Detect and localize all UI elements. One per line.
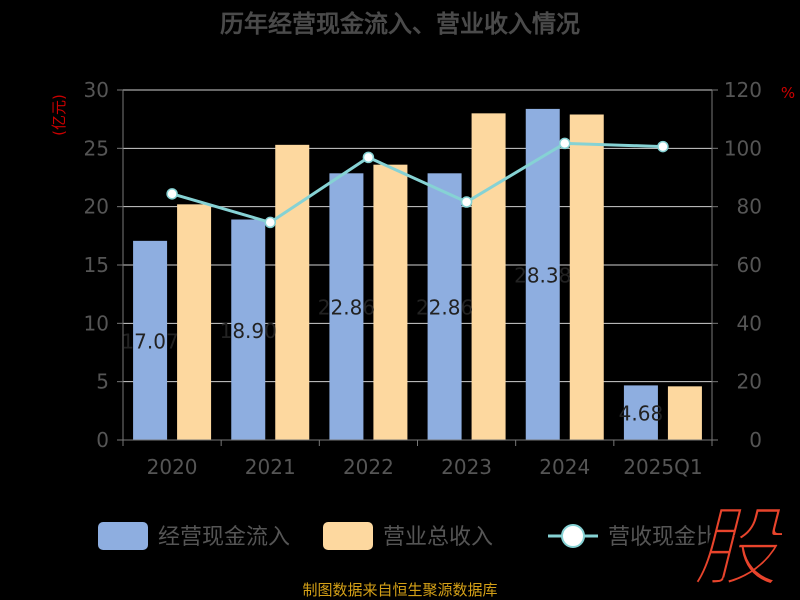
- x-tick-label: 2021: [245, 455, 296, 479]
- x-tick-label: 2025Q1: [623, 455, 702, 479]
- data-label: 4.68: [619, 402, 664, 426]
- line-point-2024: [559, 137, 571, 150]
- line-point-2022: [362, 151, 375, 164]
- y-left-tick-label: 5: [96, 370, 109, 394]
- line-series: [166, 137, 669, 229]
- y-right-tick-label: 0: [749, 428, 762, 452]
- x-tick-label: 2024: [539, 455, 590, 479]
- bar-0-2022: [329, 173, 364, 441]
- bar-series: [133, 108, 702, 441]
- y-left-tick-label: 30: [84, 78, 109, 102]
- data-label: 17.07: [121, 329, 178, 353]
- bar-0-2020: [133, 240, 168, 440]
- legend-marker: [561, 524, 585, 548]
- line-point-2023: [460, 196, 473, 208]
- y-left-tick-label: 25: [84, 136, 109, 160]
- line-point-2020: [166, 188, 178, 200]
- y-right-tick-label: 60: [737, 253, 762, 277]
- brand-logo: 股: [690, 500, 782, 590]
- y-left-tick-label: 0: [96, 428, 109, 452]
- bar-1-2022: [373, 164, 408, 440]
- y-right-axis-label: %: [781, 84, 795, 102]
- bar-1-2020: [177, 204, 212, 440]
- logo-glyph: 股: [691, 500, 782, 590]
- y-left-tick-label: 10: [84, 311, 109, 335]
- bar-1-2024: [569, 114, 604, 440]
- data-label: 22.86: [318, 296, 375, 320]
- y-left-tick-label: 20: [84, 195, 109, 219]
- legend-label: 经营现金流入: [158, 525, 290, 550]
- y-left-axis-label: (亿元): [50, 94, 68, 136]
- axes: 0 5 10 15 20 25 30 0 20 40 60 80 100 120 2020 2021 2022 2…: [84, 78, 762, 479]
- legend-label: 营业总收入: [383, 525, 493, 550]
- y-left-tick-label: 15: [84, 253, 109, 277]
- source-footer: 制图数据来自恒生聚源数据库: [302, 581, 497, 599]
- y-right-tick-label: 100: [724, 136, 762, 160]
- bar-0-2021: [231, 219, 266, 440]
- x-tick-label: 2022: [343, 455, 394, 479]
- legend: 经营现金流入 营业总收入 营收现金比: [98, 522, 718, 550]
- bar-0-2025Q1: [623, 385, 658, 440]
- bar-1-2025Q1: [667, 386, 702, 440]
- line-point-2021: [264, 216, 276, 229]
- data-label: 28.38: [514, 263, 571, 287]
- y-right-tick-label: 40: [737, 311, 762, 335]
- bar-1-2023: [471, 113, 506, 440]
- gridlines: [123, 89, 712, 441]
- bar-0-2023: [427, 173, 462, 441]
- data-label: 18.90: [220, 319, 277, 343]
- x-tick-label: 2020: [147, 455, 198, 479]
- legend-label: 营收现金比: [608, 525, 718, 550]
- bar-1-2021: [275, 144, 310, 441]
- legend-swatch: [98, 522, 148, 550]
- data-label: 22.86: [416, 296, 473, 320]
- legend-swatch: [323, 522, 373, 550]
- y-right-tick-label: 120: [724, 78, 762, 102]
- line-path: [171, 141, 663, 225]
- y-right-tick-label: 20: [737, 370, 762, 394]
- line-point-2025Q1: [657, 140, 669, 153]
- y-right-tick-label: 80: [737, 195, 762, 219]
- chart-title: 历年经营现金流入、营业收入情况: [220, 10, 580, 38]
- data-labels: 17.07 18.90 22.86 22.86 28.38 4.68: [121, 263, 663, 425]
- x-tick-label: 2023: [441, 455, 492, 479]
